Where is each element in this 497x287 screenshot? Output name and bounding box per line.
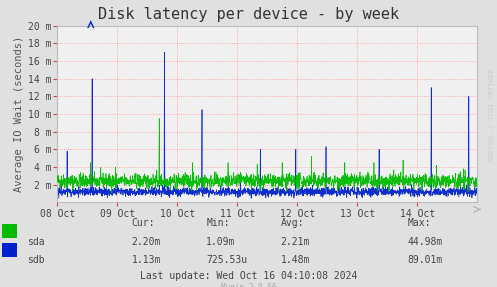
Y-axis label: Average IO Wait (seconds): Average IO Wait (seconds) <box>14 36 24 192</box>
Text: 1.13m: 1.13m <box>132 255 161 265</box>
Text: Munin 2.0.56: Munin 2.0.56 <box>221 283 276 287</box>
Text: 1.09m: 1.09m <box>206 237 236 247</box>
Text: 725.53u: 725.53u <box>206 255 248 265</box>
Text: Max:: Max: <box>408 218 431 228</box>
Text: RRDTOOL / TOBI OETIKER: RRDTOOL / TOBI OETIKER <box>489 68 495 162</box>
Text: sda: sda <box>27 237 45 247</box>
Text: Disk latency per device - by week: Disk latency per device - by week <box>98 7 399 22</box>
Text: Cur:: Cur: <box>132 218 155 228</box>
Text: 89.01m: 89.01m <box>408 255 443 265</box>
Text: 44.98m: 44.98m <box>408 237 443 247</box>
Text: 2.20m: 2.20m <box>132 237 161 247</box>
Text: sdb: sdb <box>27 255 45 265</box>
Text: Min:: Min: <box>206 218 230 228</box>
Text: 2.21m: 2.21m <box>281 237 310 247</box>
Text: 1.48m: 1.48m <box>281 255 310 265</box>
Text: Last update: Wed Oct 16 04:10:08 2024: Last update: Wed Oct 16 04:10:08 2024 <box>140 271 357 281</box>
Text: Avg:: Avg: <box>281 218 304 228</box>
